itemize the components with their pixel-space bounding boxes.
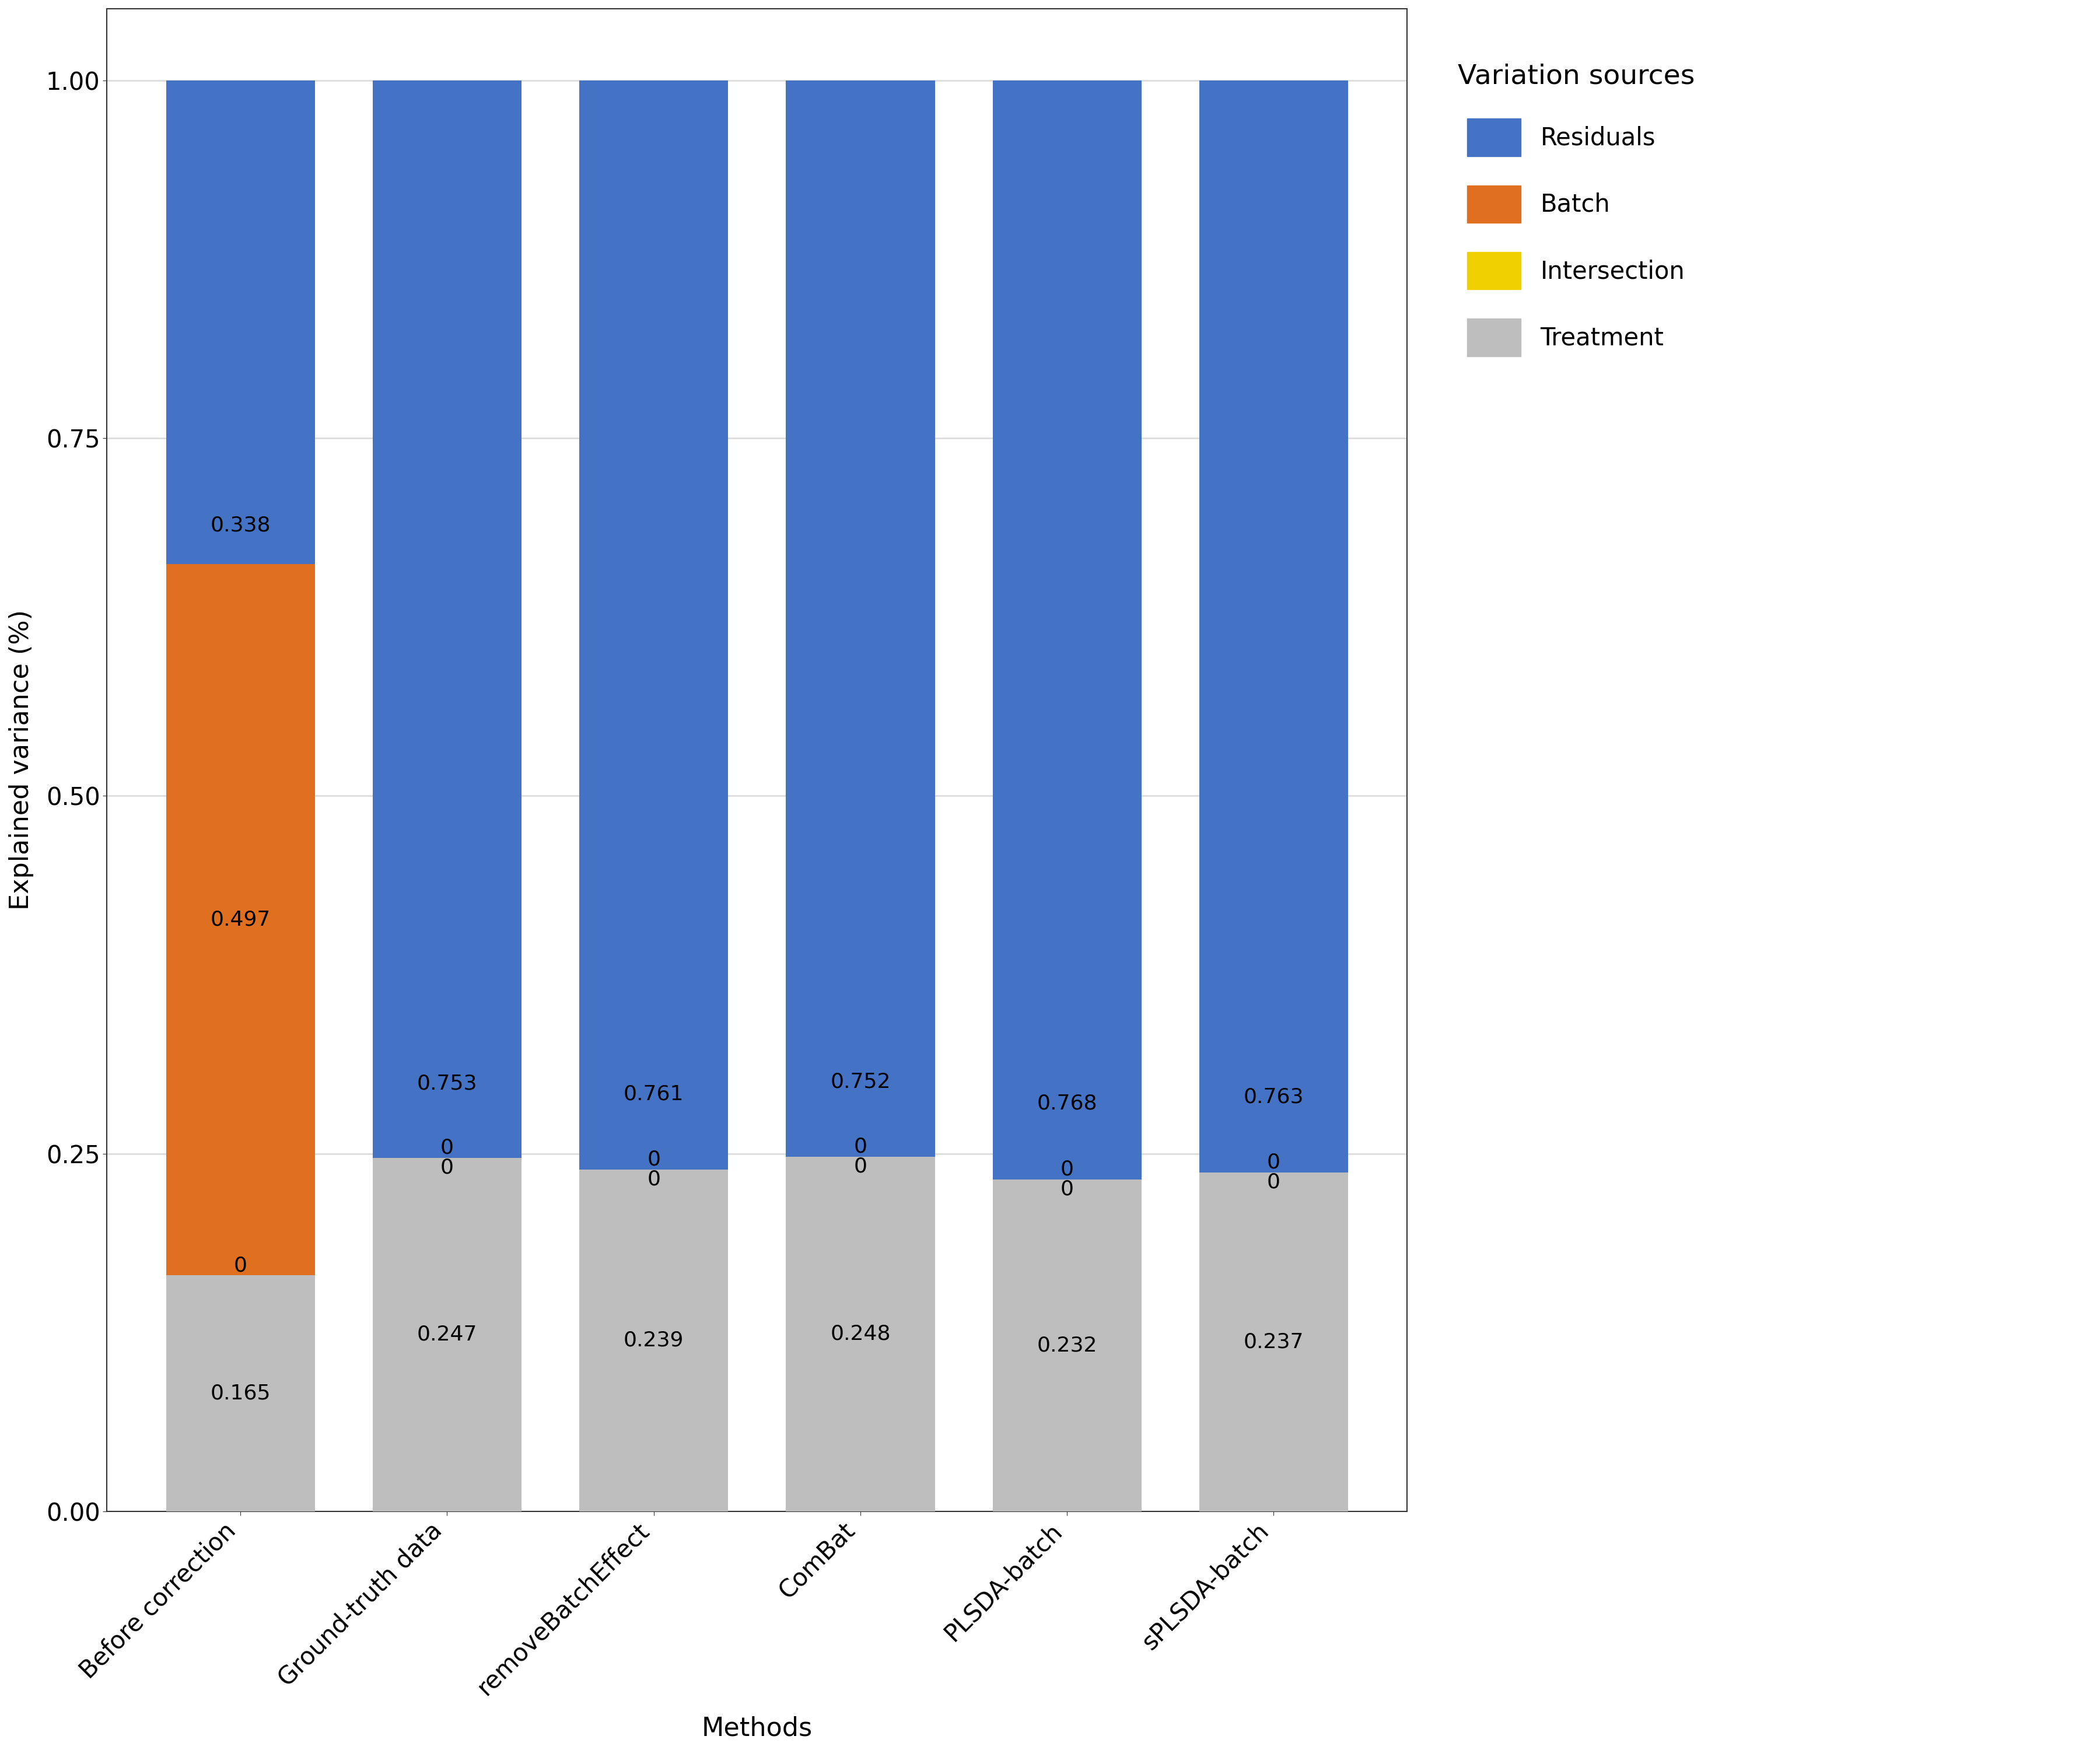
X-axis label: Methods: Methods bbox=[701, 1717, 813, 1741]
Text: 0: 0 bbox=[1060, 1180, 1073, 1199]
Bar bbox=[166, 564, 315, 1276]
Text: 0.752: 0.752 bbox=[830, 1073, 890, 1092]
Y-axis label: Explained variance (%): Explained variance (%) bbox=[8, 609, 34, 910]
Text: 0: 0 bbox=[647, 1169, 662, 1190]
Bar bbox=[580, 1169, 729, 1512]
Text: 0: 0 bbox=[855, 1138, 867, 1157]
Text: 0: 0 bbox=[233, 1255, 248, 1276]
Bar bbox=[1199, 80, 1348, 1172]
Text: 0.237: 0.237 bbox=[1243, 1332, 1304, 1351]
Bar bbox=[785, 80, 935, 1157]
Bar bbox=[785, 1157, 935, 1512]
Text: 0.165: 0.165 bbox=[210, 1384, 271, 1404]
Bar bbox=[166, 1276, 315, 1512]
Bar bbox=[580, 80, 729, 1169]
Bar bbox=[1199, 1173, 1348, 1512]
Text: 0.763: 0.763 bbox=[1243, 1087, 1304, 1106]
Text: 0.768: 0.768 bbox=[1037, 1094, 1098, 1113]
Text: 0: 0 bbox=[855, 1157, 867, 1176]
Text: 0.761: 0.761 bbox=[624, 1085, 685, 1104]
Text: 0.232: 0.232 bbox=[1037, 1335, 1096, 1354]
Text: 0: 0 bbox=[441, 1138, 454, 1158]
Text: 0: 0 bbox=[1266, 1153, 1281, 1172]
Bar bbox=[993, 1180, 1142, 1512]
Text: 0: 0 bbox=[647, 1150, 662, 1169]
Text: 0.497: 0.497 bbox=[210, 910, 271, 929]
Text: 0.239: 0.239 bbox=[624, 1330, 685, 1351]
Bar bbox=[372, 80, 521, 1158]
Bar bbox=[372, 1158, 521, 1512]
Text: 0.753: 0.753 bbox=[418, 1073, 477, 1094]
Bar bbox=[166, 80, 315, 564]
Text: 0.338: 0.338 bbox=[210, 514, 271, 536]
Text: 0: 0 bbox=[1266, 1173, 1281, 1192]
Text: 0: 0 bbox=[1060, 1160, 1073, 1180]
Text: 0.247: 0.247 bbox=[418, 1325, 477, 1344]
Bar bbox=[993, 80, 1142, 1180]
Text: 0.248: 0.248 bbox=[830, 1325, 890, 1344]
Legend: Residuals, Batch, Intersection, Treatment: Residuals, Batch, Intersection, Treatmen… bbox=[1445, 51, 1707, 369]
Text: 0: 0 bbox=[441, 1158, 454, 1178]
